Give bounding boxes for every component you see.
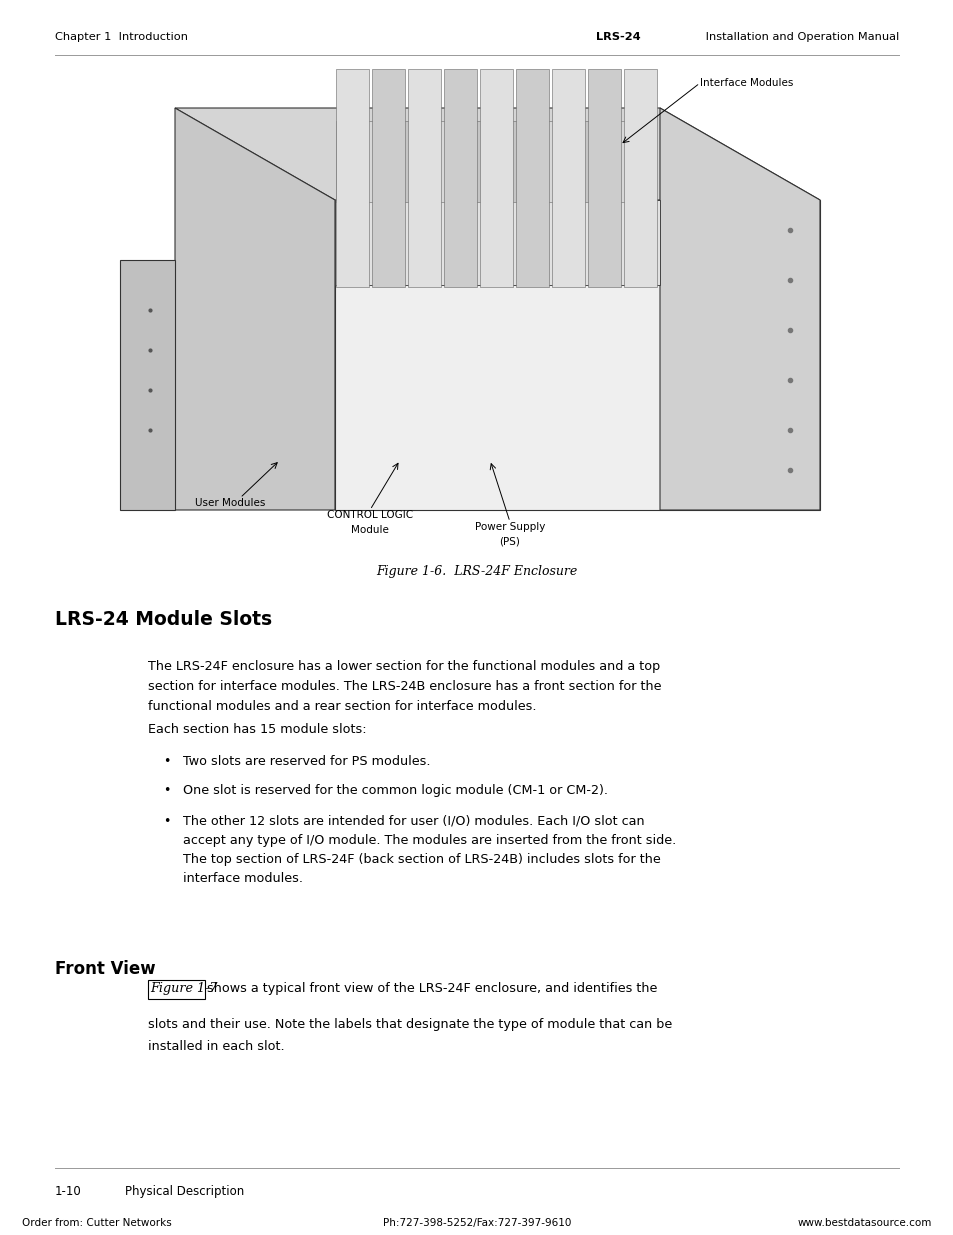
Text: Figure 1-6.  LRS-24F Enclosure: Figure 1-6. LRS-24F Enclosure (376, 564, 577, 578)
Text: www.bestdatasource.com: www.bestdatasource.com (797, 1218, 931, 1228)
Text: The LRS-24F enclosure has a lower section for the functional modules and a top: The LRS-24F enclosure has a lower sectio… (148, 659, 659, 673)
Bar (428, 121, 471, 203)
Bar (587, 69, 620, 287)
Text: LRS-24: LRS-24 (596, 32, 640, 42)
Bar (565, 121, 608, 203)
Text: User Modules: User Modules (194, 498, 265, 508)
Text: •: • (163, 755, 171, 768)
Text: interface modules.: interface modules. (183, 872, 303, 885)
Bar (552, 69, 584, 287)
Text: Chapter 1  Introduction: Chapter 1 Introduction (55, 32, 188, 42)
Text: Power Supply: Power Supply (475, 522, 544, 532)
Text: (PS): (PS) (499, 537, 520, 547)
Bar (516, 69, 548, 287)
Text: functional modules and a rear section for interface modules.: functional modules and a rear section fo… (148, 700, 536, 713)
Text: LRS-24 Module Slots: LRS-24 Module Slots (55, 610, 272, 629)
Polygon shape (659, 107, 820, 510)
Bar (479, 69, 513, 287)
Bar (519, 121, 562, 203)
Text: shows a typical front view of the LRS-24F enclosure, and identifies the: shows a typical front view of the LRS-24… (207, 982, 657, 995)
Bar (612, 121, 655, 203)
Text: Order from: Cutter Networks: Order from: Cutter Networks (22, 1218, 172, 1228)
Text: The other 12 slots are intended for user (I/O) modules. Each I/O slot can: The other 12 slots are intended for user… (183, 815, 644, 827)
Text: Module: Module (351, 525, 389, 535)
Bar (474, 121, 517, 203)
Text: slots and their use. Note the labels that designate the type of module that can : slots and their use. Note the labels tha… (148, 1018, 672, 1031)
Text: The top section of LRS-24F (back section of LRS-24B) includes slots for the: The top section of LRS-24F (back section… (183, 853, 660, 866)
Bar (372, 69, 405, 287)
Bar (335, 69, 369, 287)
Text: One slot is reserved for the common logic module (CM-1 or CM-2).: One slot is reserved for the common logi… (183, 784, 607, 797)
Text: Two slots are reserved for PS modules.: Two slots are reserved for PS modules. (183, 755, 430, 768)
Text: •: • (163, 784, 171, 797)
Bar (381, 121, 424, 203)
Bar (623, 69, 657, 287)
Text: Figure 1-7: Figure 1-7 (150, 982, 217, 995)
Text: Each section has 15 module slots:: Each section has 15 module slots: (148, 722, 366, 736)
Text: Interface Modules: Interface Modules (700, 78, 793, 88)
Text: accept any type of I/O module. The modules are inserted from the front side.: accept any type of I/O module. The modul… (183, 834, 676, 847)
Text: •: • (163, 815, 171, 827)
Bar (148, 979, 205, 999)
Text: CONTROL LOGIC: CONTROL LOGIC (327, 510, 413, 520)
Polygon shape (174, 107, 820, 200)
Polygon shape (335, 200, 820, 510)
Bar (335, 121, 378, 203)
Polygon shape (335, 200, 659, 285)
Text: Front View: Front View (55, 960, 155, 978)
Bar (443, 69, 476, 287)
Polygon shape (120, 261, 174, 510)
Polygon shape (174, 107, 335, 510)
Text: Installation and Operation Manual: Installation and Operation Manual (701, 32, 898, 42)
Text: Physical Description: Physical Description (125, 1186, 244, 1198)
Text: 1-10: 1-10 (55, 1186, 82, 1198)
Text: section for interface modules. The LRS-24B enclosure has a front section for the: section for interface modules. The LRS-2… (148, 680, 660, 693)
Text: Ph:727-398-5252/Fax:727-397-9610: Ph:727-398-5252/Fax:727-397-9610 (382, 1218, 571, 1228)
Bar (408, 69, 440, 287)
Text: installed in each slot.: installed in each slot. (148, 1040, 284, 1053)
